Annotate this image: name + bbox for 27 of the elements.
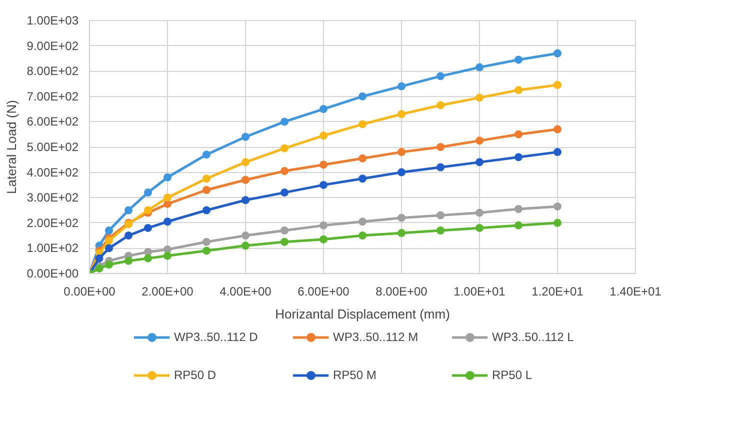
- y-tick-label: 4.00E+02: [26, 165, 79, 180]
- x-tick-label: 1.00E+01: [454, 284, 506, 298]
- legend-label: RP50 M: [333, 368, 378, 382]
- x-tick-label: 1.20E+01: [532, 284, 584, 298]
- x-tick-label: 6.00E+00: [298, 284, 350, 298]
- x-tick-label: 8.00E+00: [376, 284, 428, 298]
- y-tick-label: 5.00E+02: [26, 140, 79, 154]
- legend-label: WP3..50..112 D: [174, 330, 259, 344]
- y-tick-label: 1.00E+03: [26, 14, 79, 28]
- y-tick-label: 1.00E+02: [26, 241, 79, 256]
- y-tick-label: 8.00E+02: [26, 64, 79, 78]
- legend-label: WP3..50..112 L: [492, 330, 575, 344]
- y-tick-label: 0.00E+00: [26, 266, 79, 280]
- x-tick-label: 0.00E+00: [64, 284, 116, 298]
- x-tick-label: 4.00E+00: [220, 284, 272, 298]
- y-tick-label: 6.00E+02: [26, 114, 79, 129]
- legend-label: RP50 L: [492, 368, 534, 382]
- legend-label: WP3..50..112 M: [333, 330, 420, 344]
- y-axis-title: Lateral Load (N): [4, 100, 19, 194]
- x-axis-title: Horizantal Displacement (mm): [275, 306, 450, 322]
- y-tick-label: 9.00E+02: [26, 38, 79, 53]
- y-tick-label: 3.00E+02: [26, 190, 79, 205]
- legend-label: RP50 D: [174, 368, 218, 382]
- y-tick-label: 7.00E+02: [26, 89, 79, 104]
- x-tick-label: 1.40E+01: [610, 284, 662, 298]
- y-tick-label: 2.00E+02: [26, 216, 79, 230]
- x-tick-label: 2.00E+00: [142, 284, 194, 298]
